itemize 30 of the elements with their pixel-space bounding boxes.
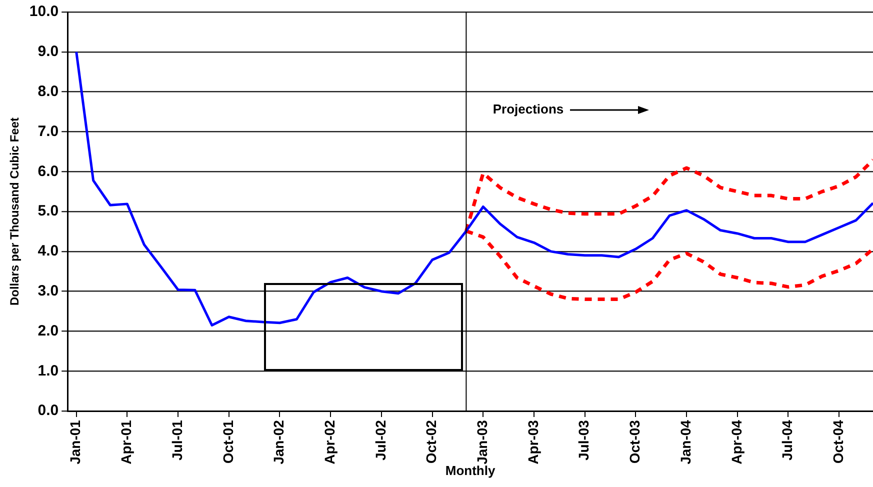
x-tick-label: Jul-03 (576, 420, 592, 461)
annotation: Projections (492, 101, 564, 116)
x-tick-label: Jan-01 (67, 420, 84, 464)
y-tick-label: 10.0 (29, 3, 59, 20)
y-tick-label: 1.0 (38, 362, 59, 380)
x-tick-label: Apr-01 (118, 420, 134, 464)
x-tick-label: Jul-04 (779, 420, 796, 461)
y-tick-label: 5.0 (38, 202, 59, 220)
y-tick-label: 6.0 (38, 162, 59, 180)
y-tick-label: 9.0 (38, 43, 59, 60)
x-tick-label: Oct-02 (423, 420, 440, 464)
y-tick-label: 3.0 (38, 282, 59, 300)
x-tick-label: Apr-02 (321, 420, 338, 464)
y-tick-label: 8.0 (38, 82, 59, 100)
x-tick-label: Jul-02 (372, 420, 388, 461)
x-tick-label: Oct-03 (626, 420, 643, 464)
x-tick-label: Apr-04 (728, 420, 744, 464)
x-tick-label: Apr-03 (524, 420, 541, 464)
x-tick-label: Jul-01 (168, 420, 185, 461)
y-tick-label: 4.0 (38, 242, 59, 260)
y-tick-label: 2.0 (38, 322, 59, 340)
x-tick-label: Jan-04 (677, 420, 694, 464)
y-axis-title: Dollars per Thousand Cubic Feet (8, 118, 22, 306)
y-tick-label: 0.0 (38, 402, 59, 420)
x-tick-label: Jan-02 (270, 420, 287, 464)
x-tick-label: Jan-03 (474, 420, 490, 464)
x-tick-label: Oct-04 (830, 420, 846, 464)
x-axis-title: Monthly (445, 462, 496, 478)
y-tick-label: 7.0 (38, 122, 59, 140)
x-tick-label: Oct-01 (220, 420, 236, 464)
